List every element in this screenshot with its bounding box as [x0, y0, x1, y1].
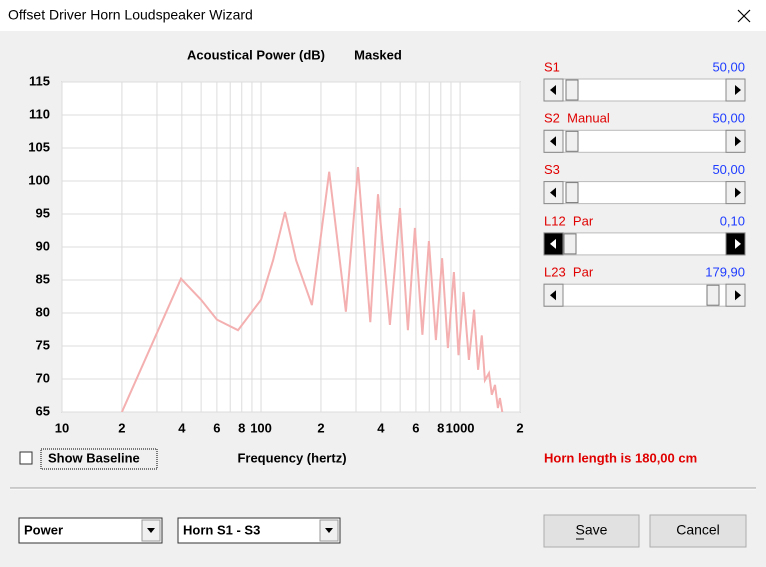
arrow-icon [550, 290, 556, 301]
x-tick-label: 1000 [446, 420, 475, 435]
slider-label: L12 Par [544, 213, 594, 228]
chart-title: Acoustical Power (dB) [187, 47, 325, 62]
arrow-icon [735, 85, 741, 95]
x-tick-label: 8 [437, 420, 444, 435]
x-tick-label: 4 [178, 420, 186, 435]
slider-thumb[interactable] [706, 284, 720, 306]
close-button[interactable] [737, 9, 751, 23]
y-tick-label: 115 [29, 73, 50, 88]
checkbox[interactable] [19, 451, 33, 465]
chart-subtitle: Masked [354, 47, 402, 62]
arrow-icon [550, 238, 556, 249]
x-axis-label: Frequency (hertz) [237, 450, 346, 465]
y-tick-label: 85 [36, 271, 50, 286]
y-tick-label: 110 [29, 106, 50, 121]
arrow-icon [550, 187, 556, 198]
arrow-icon [735, 136, 741, 147]
dropdown[interactable] [177, 517, 341, 544]
power-curve [120, 167, 504, 412]
dropdown-arrow [325, 528, 333, 533]
y-tick-label: 95 [36, 205, 50, 220]
button[interactable] [649, 514, 747, 548]
status-text: Horn length is 180,00 cm [544, 450, 697, 465]
slider-thumb[interactable] [565, 79, 579, 101]
x-tick-label: 10 [55, 420, 69, 435]
slider-label: S1 [544, 59, 560, 74]
x-tick-label: 2 [516, 420, 523, 435]
y-tick-label: 100 [28, 172, 50, 187]
y-tick-label: 70 [36, 370, 50, 385]
x-tick-label: 8 [238, 420, 245, 435]
slider-value: 0,10 [720, 213, 745, 228]
title-bar [0, 0, 766, 31]
arrow-icon [735, 290, 741, 301]
arrow-icon [550, 136, 556, 147]
x-tick-label: 4 [377, 420, 385, 435]
slider-value: 179,90 [705, 265, 745, 280]
y-tick-label: 80 [36, 304, 50, 319]
x-tick-label: 6 [213, 420, 220, 435]
dropdown[interactable] [18, 517, 163, 544]
slider-thumb[interactable] [563, 233, 577, 255]
slider-thumb[interactable] [565, 182, 579, 204]
slider-label: S2 Manual [544, 111, 610, 126]
dropdown-text: Power [24, 522, 63, 537]
dropdown-arrow [147, 528, 155, 533]
arrow-icon [550, 85, 556, 95]
x-tick-label: 6 [412, 420, 419, 435]
slider-value: 50,00 [712, 111, 745, 126]
slider-thumb[interactable] [565, 130, 579, 152]
x-tick-label: 2 [317, 420, 324, 435]
button[interactable] [543, 514, 640, 548]
arrow-icon [735, 238, 741, 249]
dropdown-text: Horn S1 - S3 [183, 522, 260, 537]
arrow-icon [735, 187, 741, 198]
slider-label: L23 Par [544, 265, 594, 280]
y-tick-label: 105 [28, 139, 50, 154]
slider-label: S3 [544, 162, 560, 177]
button-label: Save [576, 522, 608, 538]
y-tick-label: 75 [36, 337, 50, 352]
focus-rect [40, 448, 158, 470]
button-label: Cancel [676, 522, 720, 538]
x-tick-label: 100 [250, 420, 272, 435]
slider-value: 50,00 [712, 162, 745, 177]
checkbox-label[interactable]: Show Baseline [48, 450, 140, 465]
y-tick-label: 65 [36, 403, 50, 418]
x-tick-label: 2 [118, 420, 125, 435]
window-title: Offset Driver Horn Loudspeaker Wizard [8, 7, 253, 23]
slider-value: 50,00 [712, 59, 745, 74]
y-tick-label: 90 [36, 238, 50, 253]
